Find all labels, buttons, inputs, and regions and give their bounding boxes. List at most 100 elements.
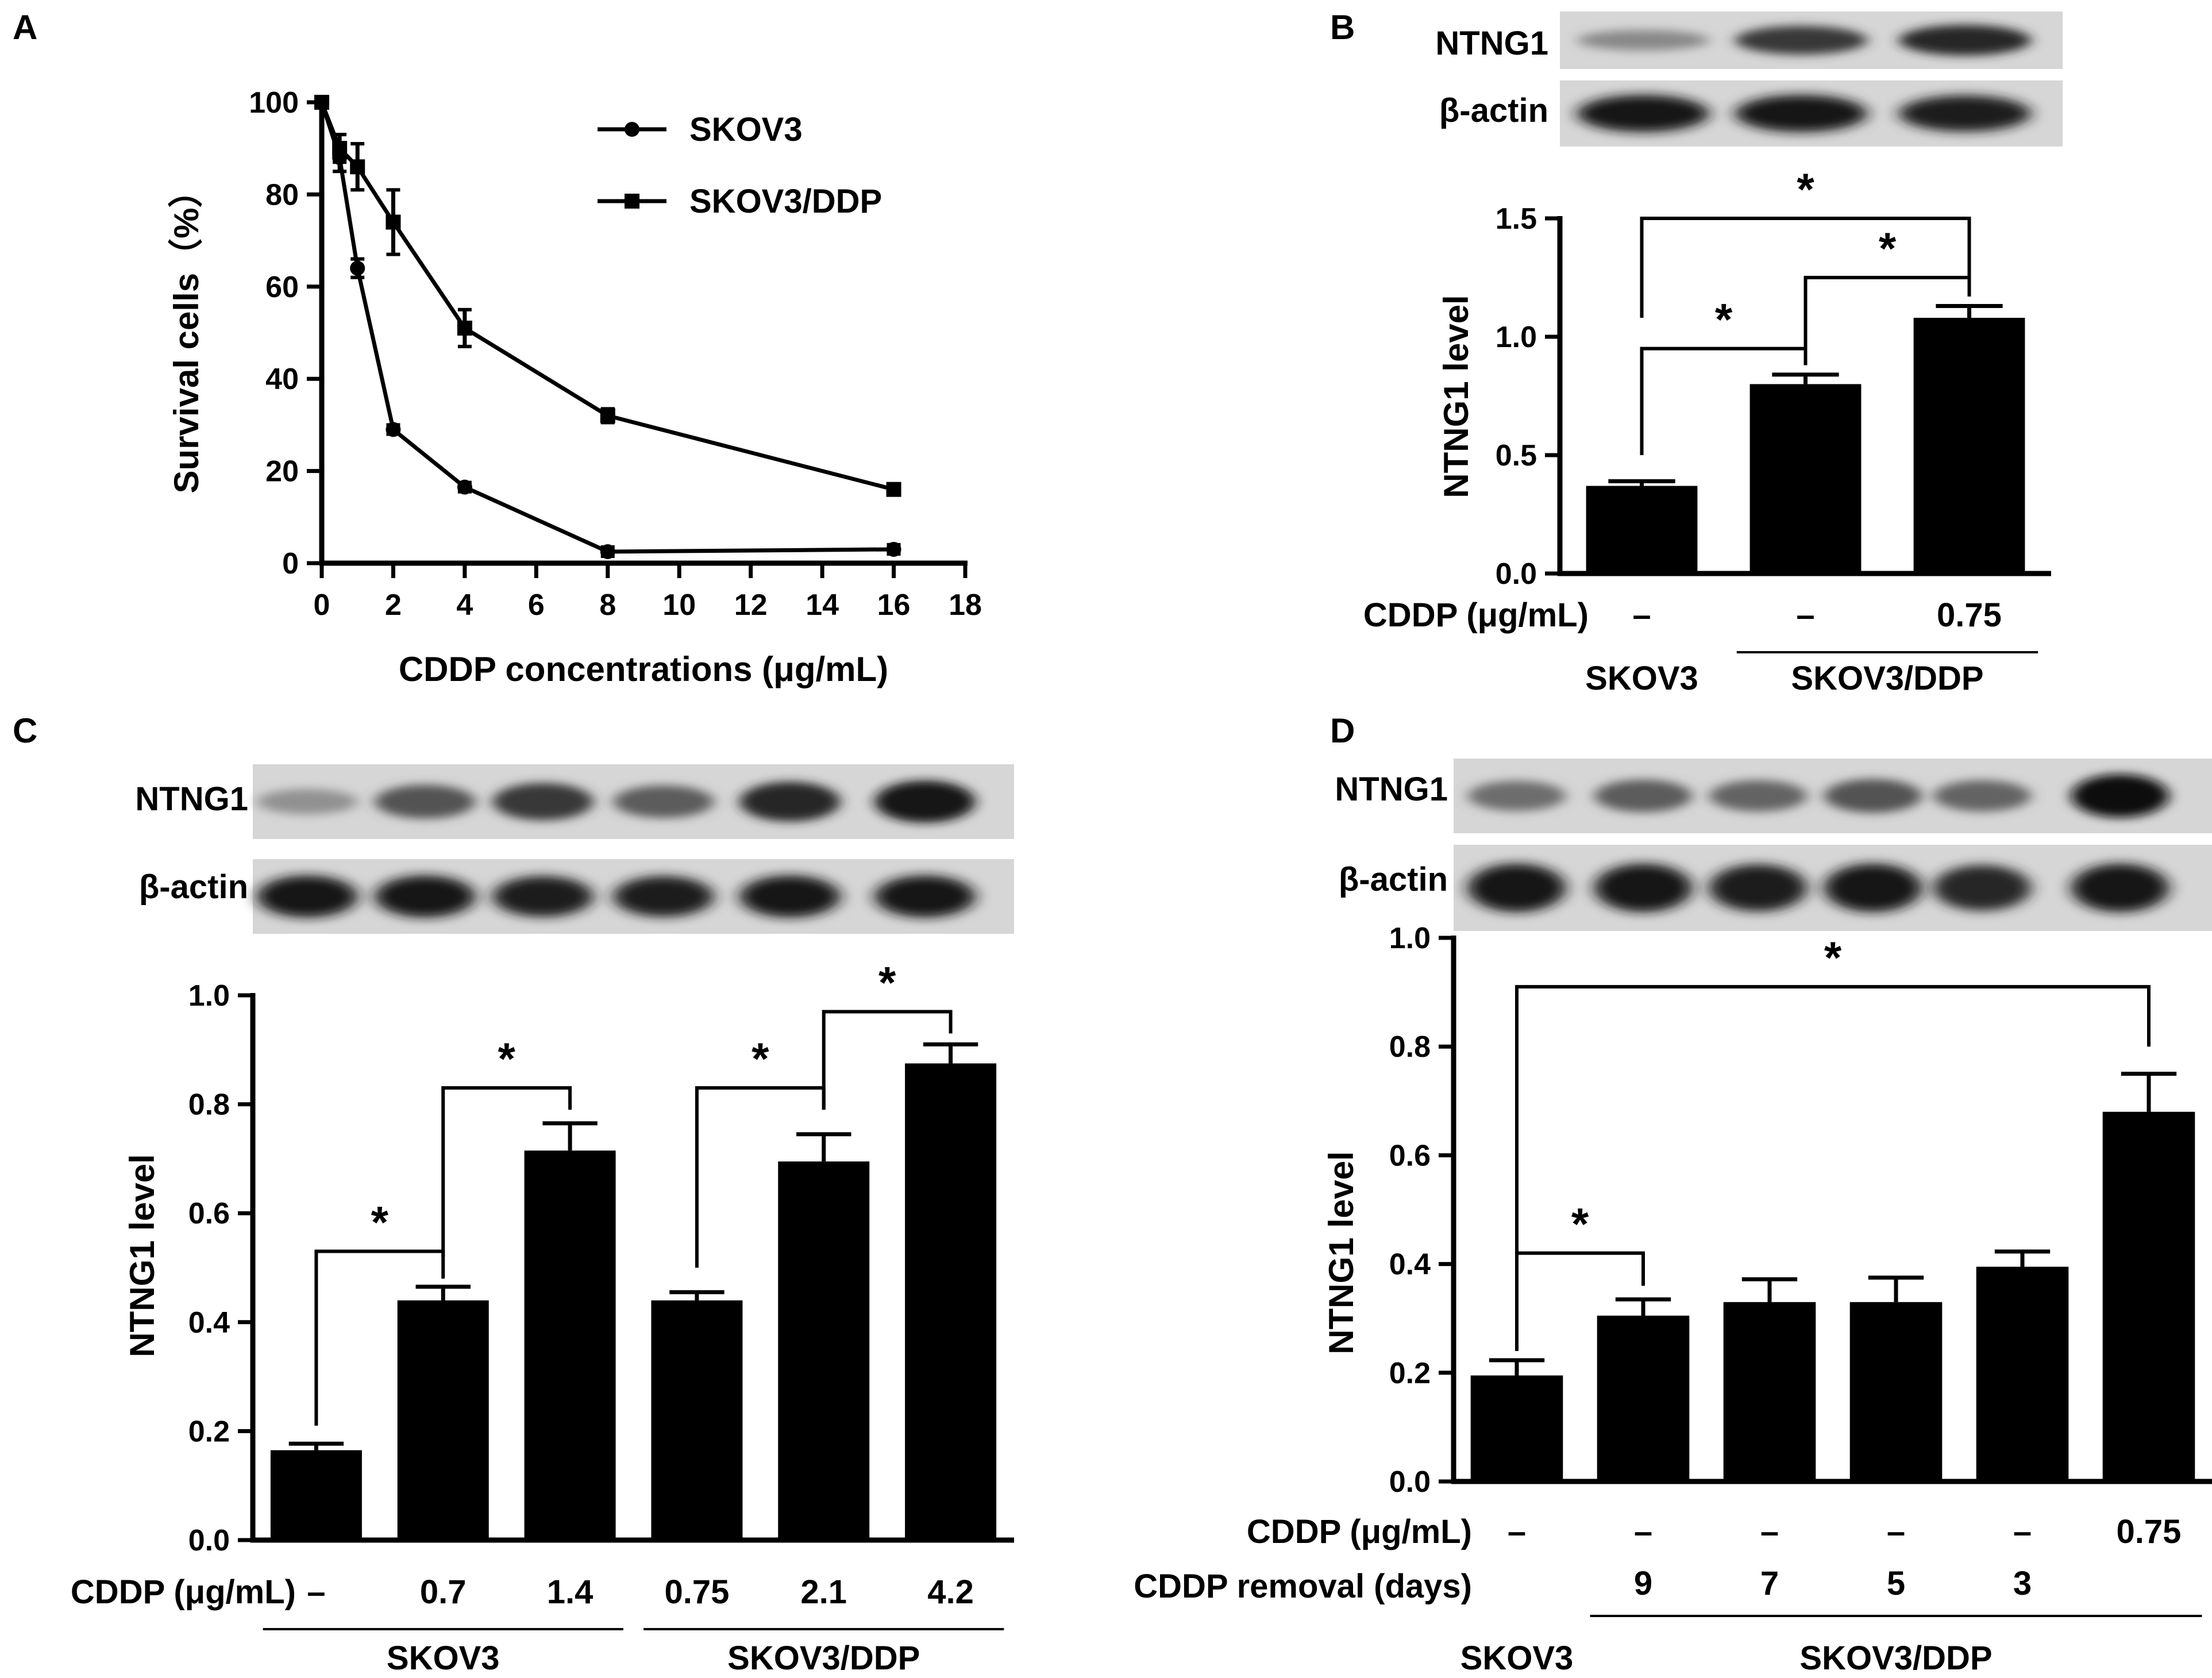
chart-c-cddp-value: – xyxy=(307,1573,325,1611)
chart-b-cddp-value: – xyxy=(1796,596,1814,634)
survival-line-chart: Survival cells（%） CDDP concentrations (μ… xyxy=(167,86,982,688)
chart-b-significance-bracket xyxy=(1640,217,1971,318)
blot-d-band xyxy=(1824,779,1922,813)
chart-b-group-label: SKOV3 xyxy=(1585,660,1698,697)
chart-d-cddp-value: – xyxy=(1760,1513,1779,1550)
chart-d-bar xyxy=(1597,1315,1690,1481)
chart-a-point xyxy=(600,544,615,559)
chart-b-group-label: SKOV3/DDP xyxy=(1791,660,1983,697)
chart-a-x-tick-label: 8 xyxy=(599,588,616,622)
blot-d-band xyxy=(1824,863,1922,913)
chart-b-significance-star: * xyxy=(1879,223,1897,274)
blot-c-band xyxy=(874,875,976,918)
chart-d-bar xyxy=(1976,1267,2069,1481)
chart-a-y-tick-label: 60 xyxy=(265,271,299,304)
chart-d-removal-day: 9 xyxy=(1634,1565,1652,1602)
chart-c-significance-star: * xyxy=(752,1033,769,1084)
chart-a-series-line xyxy=(319,101,894,554)
chart-c-cddp-value: 4.2 xyxy=(927,1573,974,1611)
chart-d-bar xyxy=(1723,1302,1816,1481)
chart-c-bar xyxy=(651,1300,743,1540)
blot-c-band xyxy=(613,785,714,818)
blot-d-band xyxy=(2071,863,2169,913)
ntng1-bar-chart-d: NTNG1 level CDDP (μg/mL) CDDP removal (d… xyxy=(1134,922,2212,1677)
chart-b-bar xyxy=(1913,318,2025,574)
blot-c-band xyxy=(874,780,976,823)
blot-d-band xyxy=(1594,779,1692,813)
blot-c-band xyxy=(375,875,476,918)
chart-b-y-tick-label: 0.0 xyxy=(1496,557,1537,591)
chart-c-significance-star: * xyxy=(878,957,896,1007)
chart-c-group-label: SKOV3/DDP xyxy=(727,1639,920,1677)
blot-b-band xyxy=(1577,95,1709,132)
chart-a-point xyxy=(350,260,365,276)
blot-c-band xyxy=(492,783,594,821)
blot-d-band xyxy=(1468,780,1566,811)
blot-c-band xyxy=(257,788,358,815)
chart-b-bar xyxy=(1749,384,1862,574)
chart-a-x-tick-label: 14 xyxy=(806,588,839,622)
chart-d-cddp-value: – xyxy=(1887,1513,1905,1550)
blot-d-band xyxy=(1709,780,1807,812)
chart-d-significance-star: * xyxy=(1824,932,1842,983)
chart-a-point xyxy=(600,408,615,424)
chart-c-significance-star: * xyxy=(371,1197,389,1248)
chart-a-y-axis-title: Survival cells（%） xyxy=(167,174,206,494)
blot-d-band xyxy=(1468,863,1566,913)
chart-a-x-tick-label: 6 xyxy=(528,588,545,622)
chart-d-y-tick-label: 0.6 xyxy=(1389,1139,1431,1172)
blot-c-band xyxy=(739,875,841,918)
chart-a-x-axis-title: CDDP concentrations (μg/mL) xyxy=(399,650,888,688)
chart-c-bar xyxy=(778,1161,870,1540)
chart-a-x-tick-label: 0 xyxy=(314,588,330,622)
chart-a-point xyxy=(457,320,472,336)
chart-b-y-tick-label: 1.5 xyxy=(1496,202,1537,236)
western-blot-d: NTNG1 β-actin xyxy=(1335,759,2212,931)
chart-c-significance-star: * xyxy=(498,1033,515,1084)
chart-d-cddp-value: – xyxy=(1508,1513,1526,1550)
ntng1-bar-chart-b: NTNG1 level CDDP (μg/mL) 0.0 0.5 1.0 1.5 * * *… xyxy=(1363,164,2051,697)
chart-a-point xyxy=(386,214,401,230)
blot-b-band xyxy=(1735,26,1867,55)
blot-b-band xyxy=(1899,25,2031,56)
chart-a-y-tick-label: 80 xyxy=(265,178,299,211)
blot-d-band xyxy=(1709,864,1807,912)
chart-d-y-tick-label: 1.0 xyxy=(1389,922,1431,955)
chart-a-point xyxy=(350,159,365,175)
chart-c-y-tick-label: 0.0 xyxy=(188,1524,230,1557)
chart-c-y-tick-label: 0.4 xyxy=(188,1306,230,1340)
panel-label-d: D xyxy=(1330,711,1355,750)
blot-b-band xyxy=(1735,95,1867,132)
blot-c-band xyxy=(257,875,358,918)
chart-a-y-tick-label: 0 xyxy=(282,547,299,580)
blot-c-label-ntng1: NTNG1 xyxy=(135,780,248,818)
panel-label-b: B xyxy=(1330,8,1355,47)
blot-b-label-beta-actin: β-actin xyxy=(1439,92,1548,129)
chart-a-point xyxy=(886,482,901,497)
blot-d-band xyxy=(1933,780,2031,812)
chart-d-cddp-row-label: CDDP (μg/mL) xyxy=(1247,1513,1472,1550)
chart-a-point xyxy=(332,141,348,156)
western-blot-b: NTNG1 β-actin xyxy=(1435,11,2063,147)
western-blot-c: NTNG1 β-actin xyxy=(135,764,1014,934)
legend-label: SKOV3/DDP xyxy=(689,183,882,220)
chart-c-significance-bracket xyxy=(441,1086,572,1257)
chart-c-bar xyxy=(397,1300,489,1540)
chart-d-bar xyxy=(1849,1302,1943,1481)
chart-b-significance-star: * xyxy=(1715,294,1733,345)
chart-c-cddp-row-label: CDDP (μg/mL) xyxy=(71,1573,296,1611)
blot-b-label-ntng1: NTNG1 xyxy=(1435,25,1548,62)
chart-a-series-line xyxy=(319,101,895,492)
blot-d-label-beta-actin: β-actin xyxy=(1339,861,1448,898)
chart-d-significance-bracket xyxy=(1515,985,2151,1351)
blot-c-label-beta-actin: β-actin xyxy=(139,868,248,906)
chart-d-removal-day: 3 xyxy=(2013,1565,2032,1602)
blot-d-band xyxy=(1594,863,1692,913)
blot-b-band xyxy=(1577,30,1709,51)
chart-d-y-tick-label: 0.0 xyxy=(1389,1465,1431,1499)
legend-marker xyxy=(625,194,639,209)
chart-d-y-tick-label: 0.2 xyxy=(1389,1357,1431,1390)
chart-d-y-tick-label: 0.8 xyxy=(1389,1030,1431,1064)
chart-a-point xyxy=(386,422,401,437)
